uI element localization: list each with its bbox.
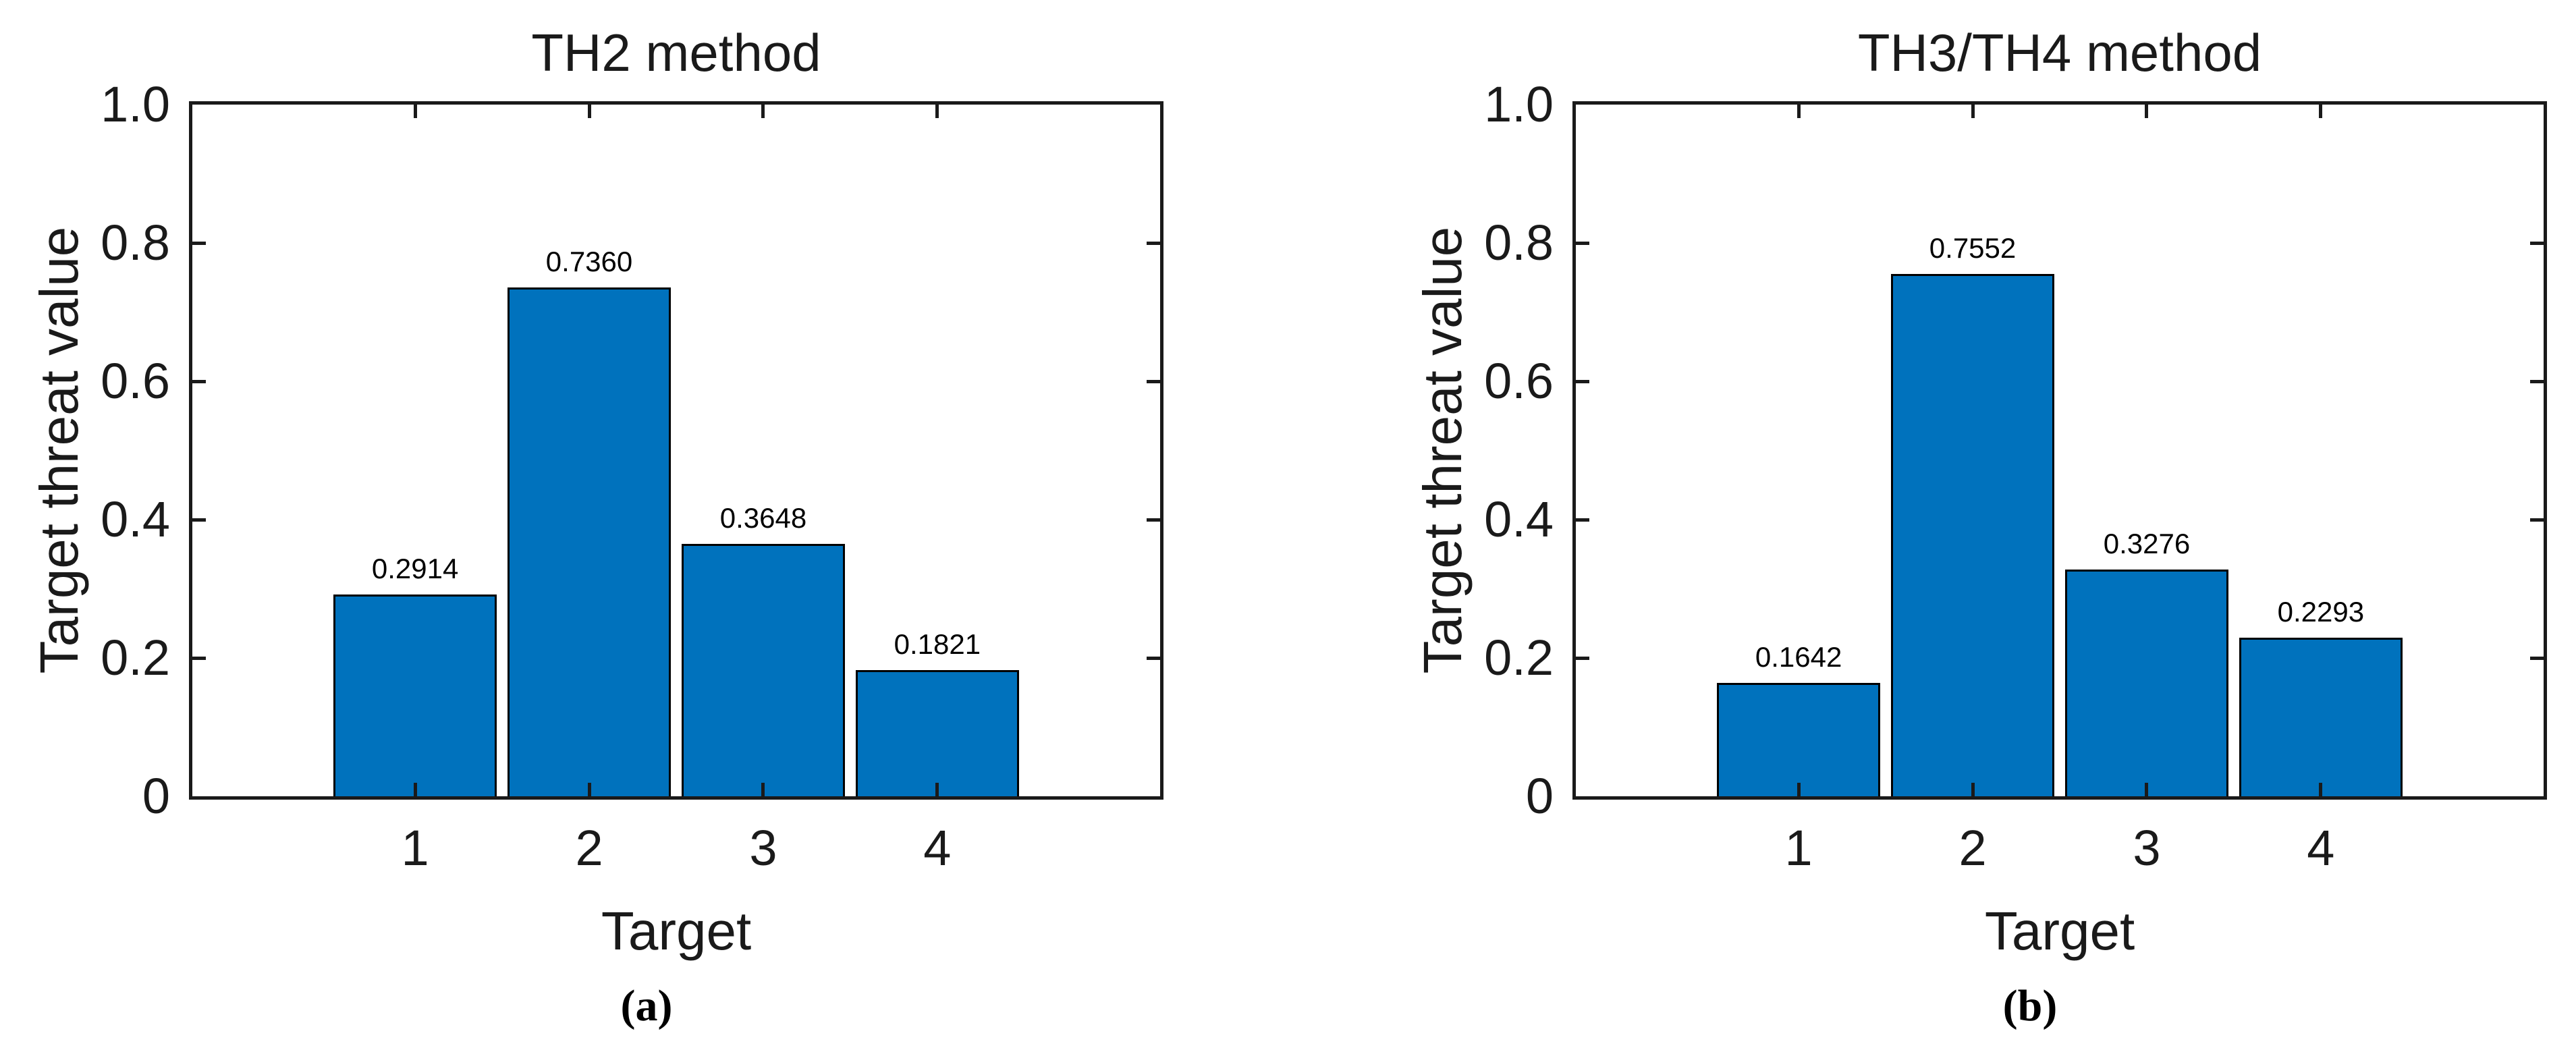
axis-tick (761, 105, 765, 118)
axis-tick (1576, 241, 1589, 245)
bar (1716, 682, 1881, 796)
axis-tick (1147, 656, 1160, 660)
axis-tick (1971, 783, 1975, 796)
bar (1890, 273, 2055, 796)
chart-title: TH2 method (531, 23, 821, 82)
plot-area: 0.1642 0.7552 0.3276 0.2293 (1572, 101, 2547, 800)
y-tick-label: 0 (142, 768, 170, 824)
y-tick-label: 0.2 (1484, 630, 1554, 686)
chart-title: TH3/TH4 method (1857, 23, 2262, 82)
bar-value-label: 0.2914 (371, 553, 459, 585)
y-tick-label: 0.6 (101, 353, 170, 409)
axis-tick (935, 105, 939, 118)
bar-value-label: 0.3276 (2103, 528, 2191, 560)
y-tick-label: 0.4 (101, 491, 170, 547)
x-axis-label: Target (1984, 901, 2135, 961)
y-tick-label: 0.2 (101, 630, 170, 686)
bar-value-label: 0.7552 (1929, 231, 2017, 264)
x-axis-label: Target (601, 901, 752, 961)
bar (681, 544, 846, 796)
bar (333, 595, 497, 796)
y-tick-label: 0.8 (1484, 215, 1554, 271)
axis-tick (1147, 241, 1160, 245)
plot-area: 0.2914 0.7360 0.3648 0.1821 (189, 101, 1163, 800)
axis-tick (1147, 518, 1160, 522)
bar-value-label: 0.1642 (1755, 640, 1842, 673)
axis-tick (2530, 656, 2544, 660)
subfigure-label: (a) (620, 981, 673, 1030)
y-tick-label: 1.0 (101, 76, 170, 132)
y-tick-label: 0 (1525, 768, 1554, 824)
axis-tick (1797, 105, 1801, 118)
axis-tick (1576, 379, 1589, 383)
y-tick-label: 0.8 (101, 215, 170, 271)
axis-tick (2145, 783, 2149, 796)
bar (507, 287, 672, 796)
y-tick-label: 1.0 (1484, 76, 1554, 132)
bar-value-label: 0.3648 (719, 502, 807, 534)
axis-tick (192, 518, 206, 522)
bar (2239, 637, 2403, 796)
axis-tick (2319, 105, 2323, 118)
bar (2064, 570, 2229, 796)
axis-tick (192, 241, 206, 245)
y-axis-label: Target threat value (1413, 226, 1473, 674)
x-tick-label: 2 (1958, 820, 1987, 876)
bar-value-label: 0.2293 (2277, 595, 2365, 628)
axis-tick (1576, 518, 1589, 522)
axis-tick (1147, 379, 1160, 383)
axis-tick (413, 783, 417, 796)
axis-tick (935, 783, 939, 796)
x-tick-label: 3 (2133, 820, 2161, 876)
x-tick-label: 4 (2307, 820, 2335, 876)
axis-tick (1576, 656, 1589, 660)
axis-tick (192, 656, 206, 660)
axis-tick (2145, 105, 2149, 118)
chart-panel-th3-th4: TH3/TH4 method Target threat value 0.164… (1383, 0, 2576, 1050)
axis-tick (587, 105, 591, 118)
axis-tick (587, 783, 591, 796)
x-tick-label: 1 (1784, 820, 1813, 876)
axis-tick (2319, 783, 2323, 796)
axis-tick (1797, 783, 1801, 796)
subfigure-label: (b) (2002, 981, 2058, 1030)
bar-value-label: 0.1821 (894, 628, 981, 661)
x-tick-label: 1 (401, 820, 429, 876)
y-axis-label: Target threat value (29, 226, 89, 674)
chart-panel-th2: TH2 method Target threat value 0.2914 0.7… (29, 23, 1163, 1030)
axis-tick (2530, 241, 2544, 245)
axis-tick (761, 783, 765, 796)
x-tick-label: 2 (575, 820, 603, 876)
axis-tick (192, 379, 206, 383)
axis-tick (2530, 379, 2544, 383)
axis-tick (2530, 518, 2544, 522)
axis-tick (413, 105, 417, 118)
bar-value-label: 0.7360 (545, 245, 633, 277)
x-tick-label: 4 (923, 820, 952, 876)
y-tick-label: 0.6 (1484, 353, 1554, 409)
axis-tick (1971, 105, 1975, 118)
bar (855, 670, 1020, 796)
y-tick-label: 0.4 (1484, 491, 1554, 547)
x-tick-label: 3 (749, 820, 777, 876)
